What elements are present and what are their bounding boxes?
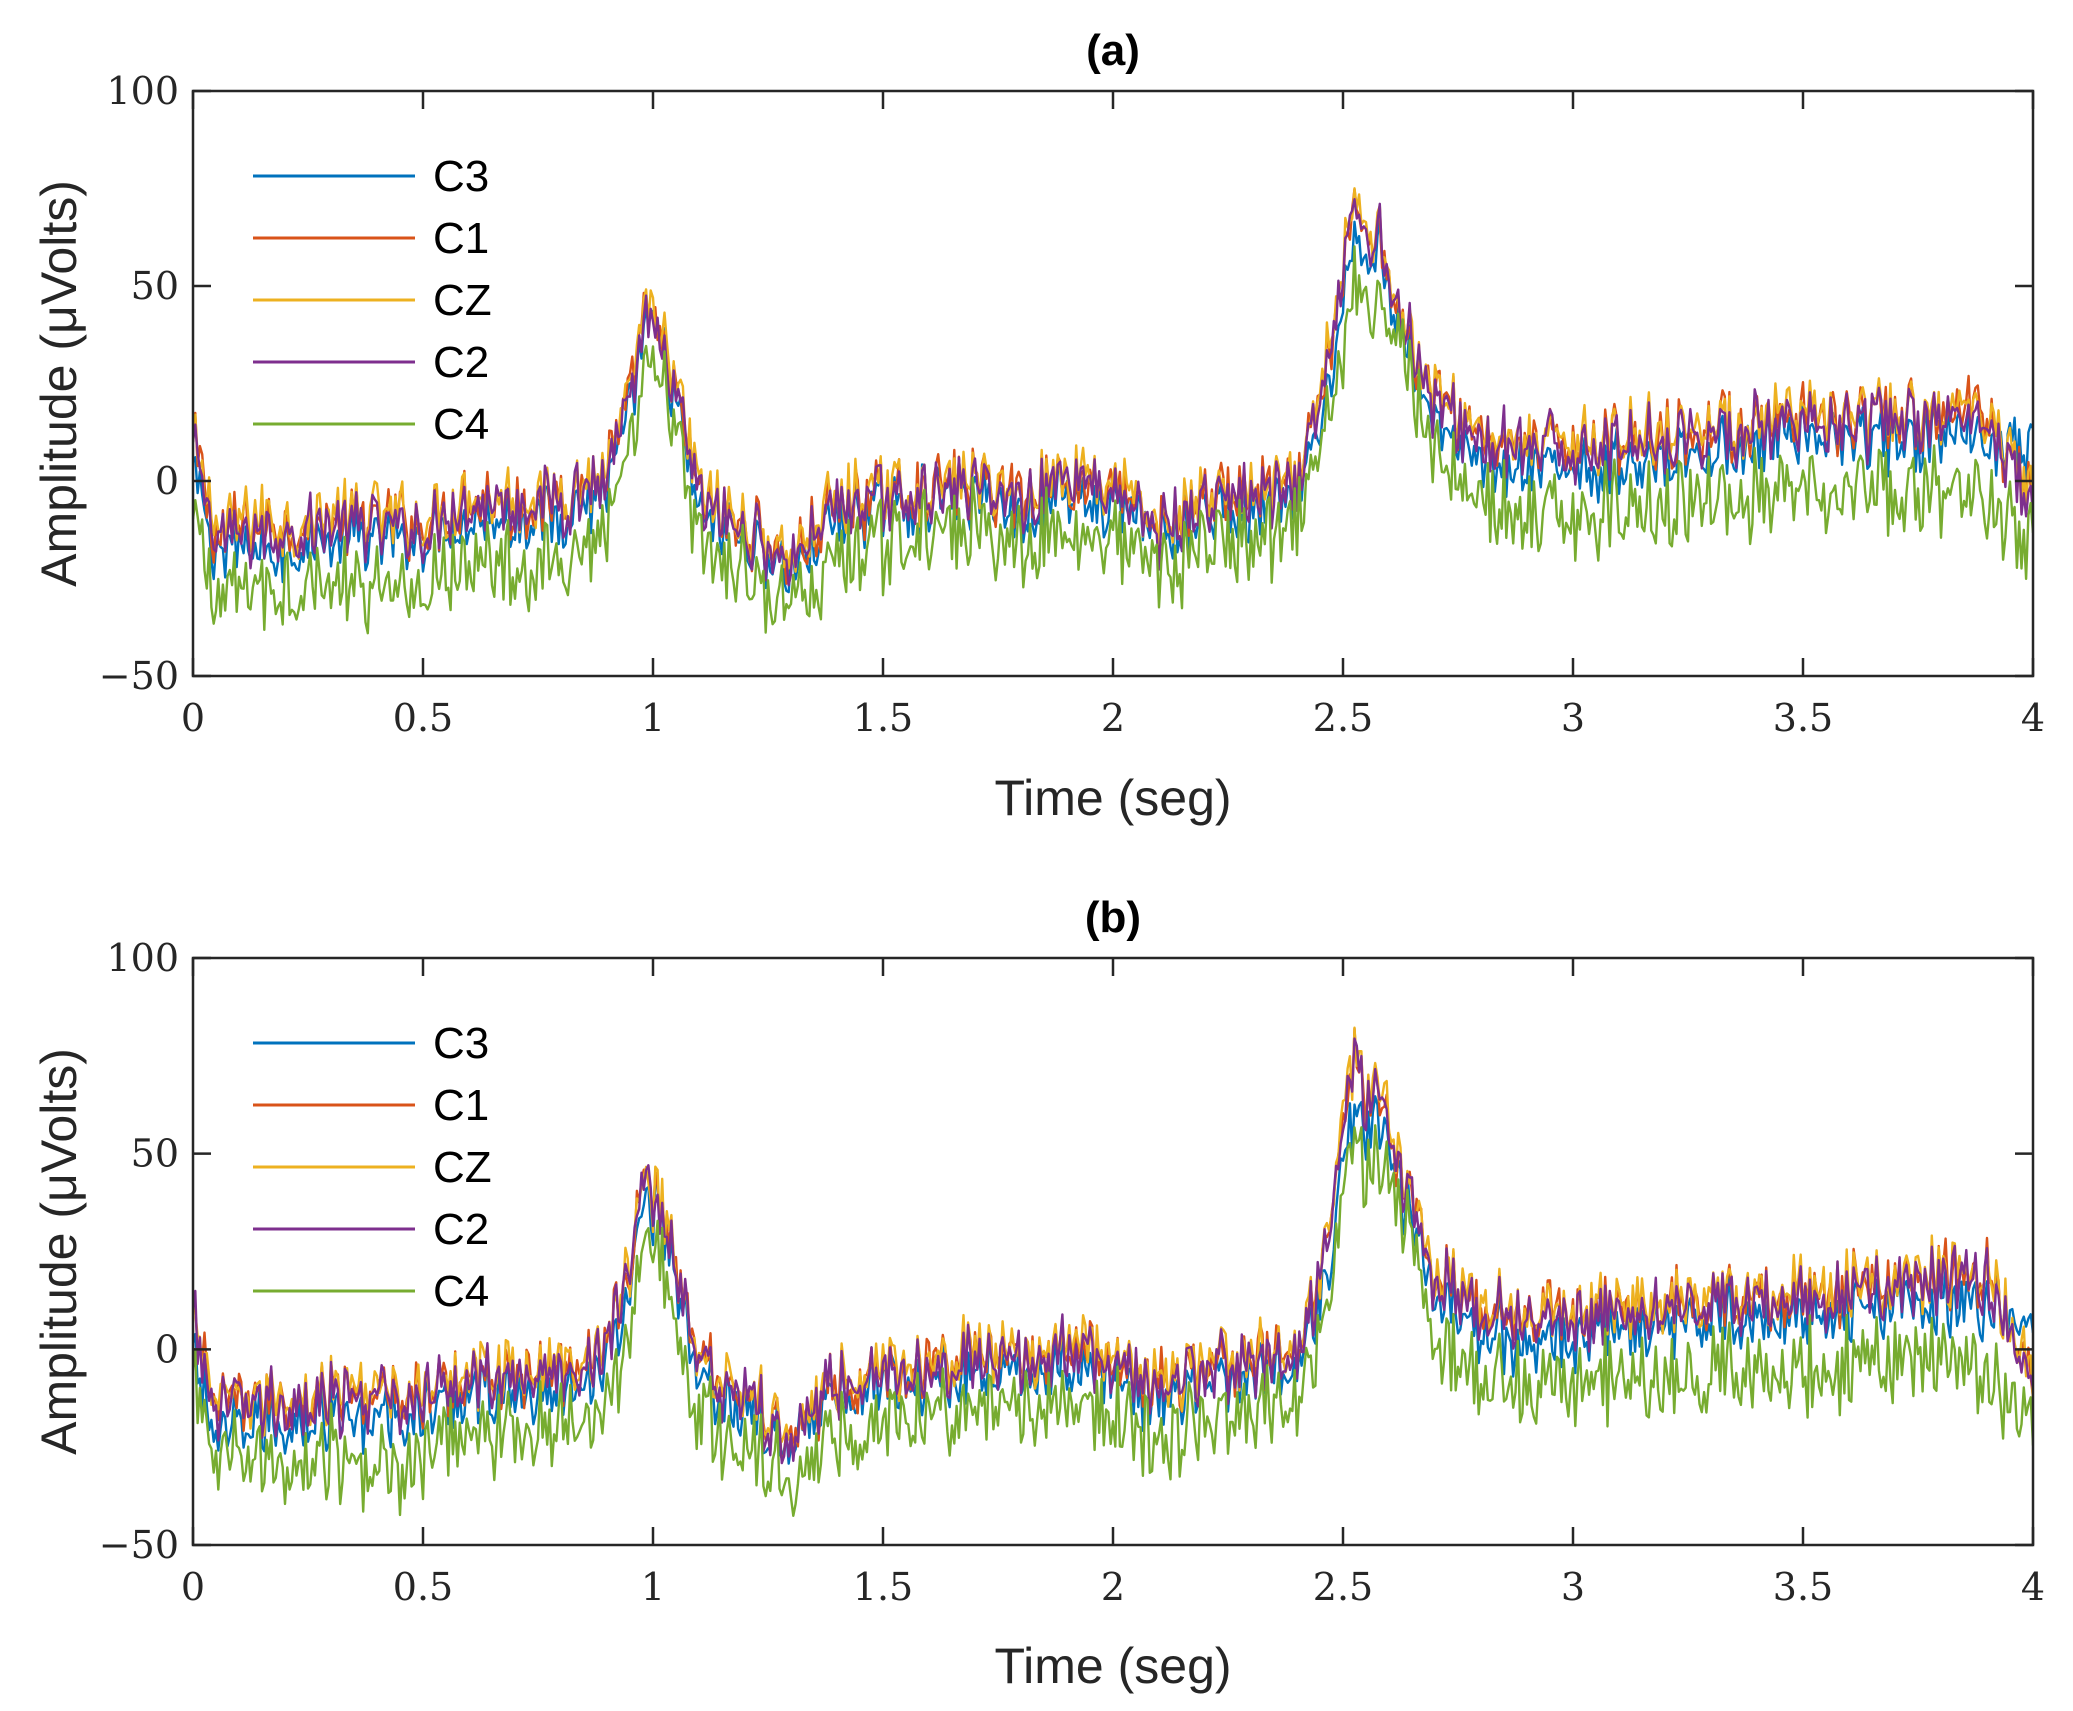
x-tick-label: 1.5 [853,1565,913,1609]
chart-title: (b) [1085,893,1141,942]
chart-title: (a) [1086,26,1140,75]
x-axis-label: Time (seg) [994,1638,1231,1694]
x-axis-label: Time (seg) [994,770,1231,826]
x-tick-label: 2.5 [1313,1565,1373,1609]
y-tick-label: 50 [131,264,179,308]
x-tick-label: 3.5 [1773,1565,1833,1609]
x-tick-label: 0 [181,1565,205,1609]
x-tick-label: 3.5 [1773,696,1833,740]
legend-label-cz: CZ [433,276,492,325]
series-line-c4 [193,245,2033,635]
legend-label-c2: C2 [433,338,489,387]
x-tick-label: 2.5 [1313,696,1373,740]
series-line-c4 [193,1124,2033,1517]
legend-label-c1: C1 [433,214,489,263]
y-axis-label: Amplitude (μVolts) [31,180,87,587]
legend-label-c3: C3 [433,152,489,201]
y-tick-label: −50 [99,654,179,698]
x-tick-label: 1.5 [853,696,913,740]
series-line-c2 [193,198,2033,587]
legend-label-c2: C2 [433,1205,489,1254]
y-axis-label: Amplitude (μVolts) [31,1048,87,1455]
x-tick-label: 3 [1561,1565,1585,1609]
series-group [193,1026,2033,1517]
x-tick-label: 4 [2021,1565,2045,1609]
y-tick-label: 0 [155,459,179,503]
series-line-c2 [193,1037,2033,1465]
legend-label-c4: C4 [433,400,489,449]
x-tick-label: 2 [1101,696,1125,740]
legend-label-c3: C3 [433,1019,489,1068]
y-tick-label: 50 [131,1132,179,1176]
legend-label-c1: C1 [433,1081,489,1130]
legend-label-cz: CZ [433,1143,492,1192]
legend-label-c4: C4 [433,1267,489,1316]
x-tick-label: 4 [2021,696,2045,740]
x-tick-label: 2 [1101,1565,1125,1609]
x-tick-label: 0.5 [393,1565,453,1609]
y-tick-label: 100 [106,936,179,980]
x-tick-label: 3 [1561,696,1585,740]
x-tick-label: 1 [641,1565,665,1609]
x-tick-label: 0.5 [393,696,453,740]
y-tick-label: 0 [155,1327,179,1371]
y-tick-label: −50 [99,1523,179,1567]
y-tick-label: 100 [106,69,179,113]
x-tick-label: 1 [641,696,665,740]
series-group [193,187,2033,635]
x-tick-label: 0 [181,696,205,740]
